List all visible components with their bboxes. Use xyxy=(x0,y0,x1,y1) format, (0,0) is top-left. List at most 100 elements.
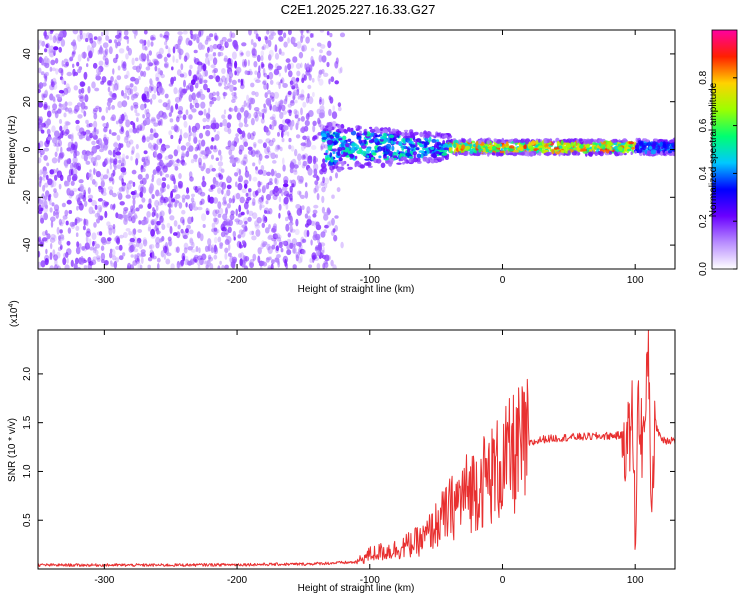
spectrogram-cell xyxy=(229,159,235,164)
spectrogram-cell xyxy=(293,108,298,115)
spectrogram-cell xyxy=(402,161,405,165)
colorbar-tick-label: 0.0 xyxy=(698,262,709,276)
spectrogram-cell xyxy=(186,85,190,91)
spectrogram-cell xyxy=(116,237,121,245)
spectrogram-cell xyxy=(298,51,304,59)
spectrogram-cell xyxy=(90,259,97,266)
spectrogram-cell xyxy=(221,181,227,190)
spectrogram-cell xyxy=(193,185,198,191)
spectrogram-cell xyxy=(425,158,429,162)
spectrogram-cell xyxy=(160,73,165,79)
spectrogram-cell xyxy=(261,46,265,50)
spectrogram-cell xyxy=(224,239,230,245)
spectrogram-cell xyxy=(153,58,159,66)
spectrogram-cell xyxy=(145,66,151,71)
spectrogram-cell xyxy=(322,263,326,269)
spectrogram-cell xyxy=(545,151,551,157)
spectrogram-cell xyxy=(652,141,657,147)
spectrogram-cell xyxy=(155,166,161,172)
spectrogram-cell xyxy=(289,215,293,224)
spectrogram-cell xyxy=(440,143,444,146)
spectrogram-cell xyxy=(278,203,282,211)
spectrogram-cell xyxy=(146,136,150,143)
spectrogram-cell xyxy=(513,149,519,153)
spectrogram-cell xyxy=(261,260,265,266)
spectrogram-cell xyxy=(268,234,273,240)
spectrogram-cell xyxy=(59,229,63,234)
spectrogram-cell xyxy=(275,172,282,179)
y-tick-label: 40 xyxy=(22,48,33,60)
spectrogram-cell xyxy=(560,140,564,146)
spectrogram-cell xyxy=(182,30,188,35)
spectrogram-cell xyxy=(163,56,168,63)
spectrogram-cell xyxy=(296,41,302,49)
spectrogram-cell xyxy=(54,110,58,115)
spectrogram-cell xyxy=(235,107,242,113)
spectrogram-cell xyxy=(442,140,446,145)
spectrogram-cell xyxy=(294,99,298,104)
spectrogram-cell xyxy=(118,255,124,261)
spectrogram-cell xyxy=(94,204,98,210)
spectrogram-cell xyxy=(87,172,92,178)
spectrogram-cell xyxy=(199,191,206,197)
spectrogram-cell xyxy=(240,107,245,113)
spectrogram-cell xyxy=(217,201,222,209)
spectrogram-cell xyxy=(174,246,178,253)
spectrogram-cell xyxy=(238,168,242,176)
spectrogram-cell xyxy=(229,213,235,221)
spectrogram-cell xyxy=(271,244,276,250)
spectrogram-cell xyxy=(222,92,228,97)
spectrogram-cell xyxy=(331,217,335,226)
spectrogram-cell xyxy=(116,75,122,81)
spectrogram-cell xyxy=(93,167,96,175)
spectrogram-cell xyxy=(307,93,310,99)
spectrogram-cell xyxy=(301,163,306,169)
spectrogram-cell xyxy=(216,43,222,50)
spectrogram-cell xyxy=(43,31,48,37)
spectrogram-cell xyxy=(266,256,272,261)
spectrogram-cell xyxy=(210,145,214,150)
spectrogram-cell xyxy=(111,93,117,100)
spectrogram-cell xyxy=(107,105,111,111)
spectrogram-cell xyxy=(459,145,462,149)
spectrogram-cell xyxy=(323,152,328,156)
spectrogram-cell xyxy=(272,104,277,112)
spectrogram-cell xyxy=(282,186,288,191)
spectrogram-cell xyxy=(146,53,150,62)
spectrogram-cell xyxy=(249,132,255,140)
spectrogram-cell xyxy=(617,151,621,155)
spectrogram-cell xyxy=(333,159,339,163)
spectrogram-cell xyxy=(151,211,155,218)
spectrogram-cell xyxy=(77,165,81,171)
spectrogram-cell xyxy=(232,95,238,100)
spectrogram-cell xyxy=(252,197,256,206)
spectrogram-cell xyxy=(318,119,322,128)
spectrogram-cell xyxy=(330,76,335,83)
spectrogram-cell xyxy=(47,178,53,186)
spectrogram-cell xyxy=(108,149,112,155)
spectrogram-cell xyxy=(58,46,62,53)
spectrogram-cell xyxy=(524,144,527,150)
spectrogram-cell xyxy=(320,143,325,150)
spectrogram-cell xyxy=(102,123,108,128)
spectrogram-cell xyxy=(280,51,285,56)
spectrogram-cell xyxy=(113,260,118,269)
spectrogram-cell xyxy=(51,67,56,72)
spectrogram-cell xyxy=(221,75,226,83)
spectrogram-cell xyxy=(289,242,294,249)
spectrogram-cell xyxy=(43,212,48,221)
spectrogram-cell xyxy=(77,68,82,74)
spectrogram-cell xyxy=(123,92,128,99)
spectrogram-cell xyxy=(103,260,109,266)
spectrogram-cell xyxy=(142,70,147,78)
spectrogram-cell xyxy=(200,259,207,265)
spectrogram-cell xyxy=(155,189,160,197)
spectrogram-cell xyxy=(103,201,109,207)
spectrogram-cell xyxy=(42,175,46,182)
spectrogram-cell xyxy=(205,210,210,216)
spectrogram-cell xyxy=(138,75,141,81)
spectrogram-cell xyxy=(200,44,205,50)
spectrogram-cell xyxy=(51,81,55,88)
spectrogram-cell xyxy=(189,237,194,244)
spectrogram-cell xyxy=(38,180,42,188)
